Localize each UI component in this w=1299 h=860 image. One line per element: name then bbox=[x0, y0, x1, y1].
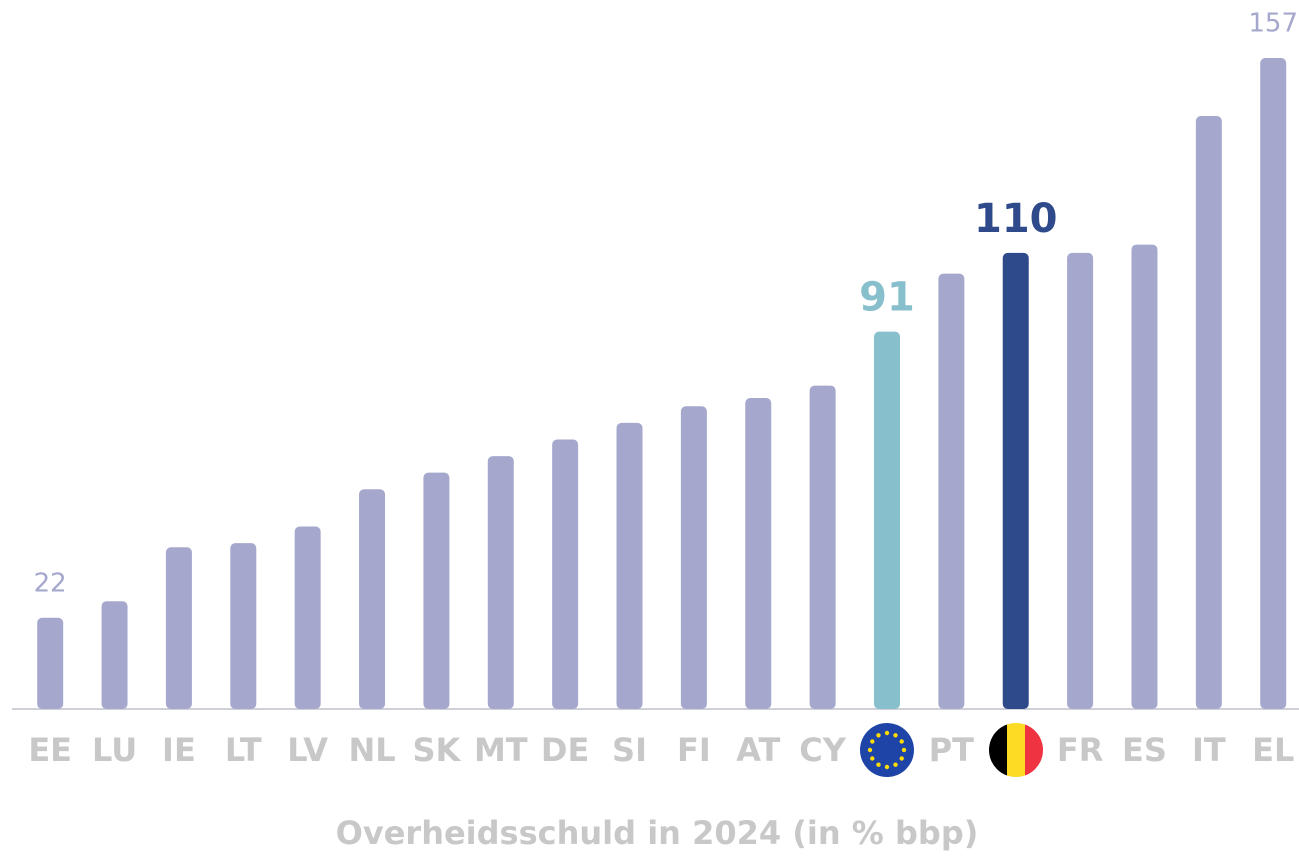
bar bbox=[1131, 244, 1158, 710]
bar bbox=[552, 439, 579, 709]
bar bbox=[37, 617, 64, 709]
x-tick-label: AT bbox=[736, 731, 780, 769]
bar bbox=[101, 601, 128, 709]
x-tick-label: MT bbox=[474, 731, 528, 769]
x-tick-label: LT bbox=[225, 731, 262, 769]
x-tick-label: FI bbox=[677, 731, 711, 769]
chart-title: Overheidsschuld in 2024 (in % bbp) bbox=[336, 814, 979, 852]
bar bbox=[359, 489, 386, 709]
value-label: 157 bbox=[1248, 9, 1298, 39]
be-flag bbox=[989, 723, 1043, 777]
bar bbox=[1067, 252, 1094, 709]
bar bbox=[1260, 58, 1287, 709]
value-label: 110 bbox=[974, 196, 1058, 242]
bar bbox=[873, 331, 900, 709]
bar bbox=[294, 526, 321, 709]
x-tick-label: PT bbox=[929, 731, 974, 769]
x-tick-label: LU bbox=[92, 731, 137, 769]
x-tick-label: DE bbox=[541, 731, 589, 769]
bar bbox=[487, 456, 514, 709]
value-label: 91 bbox=[859, 275, 915, 321]
bar bbox=[230, 543, 257, 709]
bar bbox=[1002, 252, 1029, 709]
value-label: 22 bbox=[34, 568, 67, 598]
bar bbox=[680, 406, 707, 709]
bar bbox=[938, 273, 965, 709]
x-tick-label: NL bbox=[348, 731, 395, 769]
bar bbox=[809, 385, 836, 709]
bar bbox=[616, 422, 643, 709]
bar bbox=[745, 398, 772, 709]
eu-flag bbox=[860, 723, 914, 777]
x-tick-label: IE bbox=[162, 731, 196, 769]
x-tick-label: FR bbox=[1057, 731, 1104, 769]
x-tick-label: IT bbox=[1192, 731, 1226, 769]
x-tick-label: ES bbox=[1122, 731, 1167, 769]
x-tick-label: SK bbox=[412, 731, 461, 769]
x-tick-label: CY bbox=[799, 731, 846, 769]
bar bbox=[165, 547, 192, 709]
x-tick-label: EE bbox=[28, 731, 72, 769]
bar bbox=[1195, 116, 1222, 709]
x-tick-label: LV bbox=[287, 731, 328, 769]
bar bbox=[423, 472, 450, 709]
x-tick-label: SI bbox=[612, 731, 647, 769]
x-tick-label: EL bbox=[1252, 731, 1294, 769]
